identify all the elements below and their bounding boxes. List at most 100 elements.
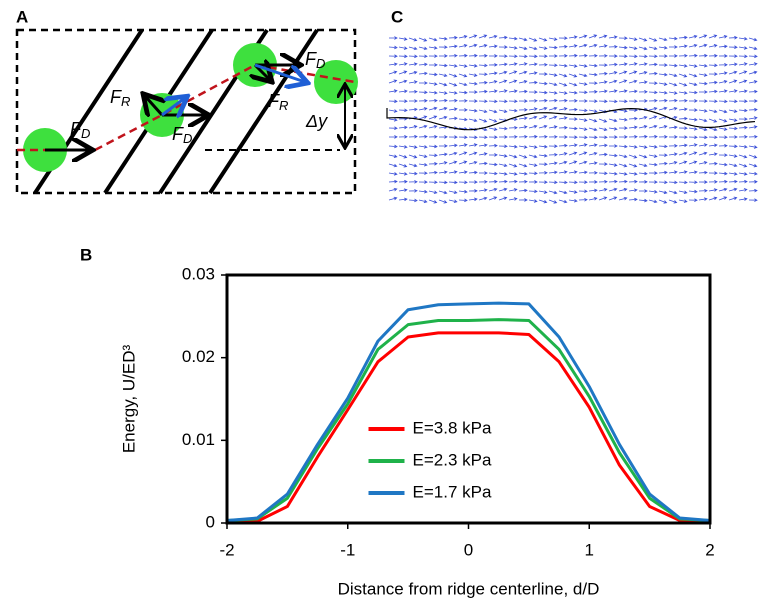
vector-arrow [738, 135, 748, 139]
panel-label: A [16, 7, 28, 26]
vector-arrow [388, 62, 398, 67]
vector-arrow [668, 161, 678, 165]
vector-arrow [578, 143, 588, 147]
vector-arrow [578, 53, 588, 58]
vector-arrow [538, 171, 548, 175]
vector-arrow [718, 71, 728, 75]
vector-arrow [518, 62, 528, 66]
vector-arrow [578, 82, 588, 86]
vector-arrow [598, 54, 608, 58]
vector-arrow [518, 134, 528, 139]
vector-arrow [628, 99, 638, 103]
vector-arrow [438, 82, 448, 87]
vector-arrow [568, 170, 578, 174]
vector-arrow [388, 135, 398, 139]
vector-arrow [498, 79, 508, 84]
vector-arrow [518, 46, 528, 51]
vector-arrow [448, 98, 458, 103]
vector-arrow [578, 127, 588, 131]
vector-arrow [448, 143, 458, 148]
vector-arrow [588, 89, 598, 94]
vector-arrow [418, 107, 428, 111]
vector-arrow [658, 135, 668, 139]
vector-arrow [668, 199, 678, 204]
vector-arrow [658, 90, 668, 95]
vector-arrow [448, 116, 458, 121]
vector-arrow [638, 115, 648, 120]
vector-arrow [428, 124, 438, 129]
vector-arrow [548, 54, 558, 58]
vector-arrow [498, 89, 508, 93]
vector-arrow [688, 135, 698, 140]
vector-arrow [478, 143, 488, 147]
vector-arrow [598, 188, 608, 192]
vector-arrow [598, 152, 608, 157]
vector-arrow [488, 63, 498, 67]
vector-arrow [498, 135, 508, 139]
vector-arrow [438, 115, 448, 120]
vector-arrow [658, 125, 668, 129]
vector-arrow [498, 99, 508, 104]
vector-arrow [688, 180, 698, 185]
vector-arrow [388, 187, 398, 192]
plot-frame [225, 273, 712, 525]
vector-arrow [708, 80, 718, 85]
vector-arrow [418, 81, 428, 85]
vector-arrow [708, 72, 718, 76]
vector-arrow [508, 46, 518, 50]
vector-arrow [578, 64, 588, 68]
series-line [226, 331, 711, 525]
vector-arrow [518, 108, 528, 112]
vector-arrow [628, 79, 638, 84]
vector-arrow [558, 73, 568, 78]
vector-arrow [568, 73, 578, 78]
vector-arrow [528, 171, 538, 176]
vector-arrow [628, 116, 638, 121]
vector-arrow [698, 170, 708, 175]
vector-arrow [458, 64, 468, 68]
vector-arrow [498, 144, 508, 149]
vector-arrow [508, 99, 518, 104]
vector-arrow [688, 64, 698, 68]
vector-arrow [458, 151, 468, 156]
vector-arrow [468, 53, 478, 58]
vector-arrow [718, 63, 728, 67]
vector-arrow [418, 46, 428, 51]
vector-arrow [738, 62, 748, 66]
vector-arrow [558, 116, 568, 120]
vector-arrow [628, 70, 638, 75]
vector-arrow [548, 190, 558, 195]
vector-arrow [738, 144, 748, 149]
vector-arrow [538, 115, 548, 120]
vector-arrow [468, 64, 478, 68]
vector-arrow [478, 72, 488, 77]
vector-arrow [618, 54, 628, 58]
vector-arrow [438, 63, 448, 68]
vector-arrow [468, 43, 478, 48]
vector-arrow [428, 106, 438, 111]
vector-arrow [648, 171, 658, 175]
vector-arrow [648, 154, 658, 158]
vector-arrow [638, 198, 648, 203]
vector-arrow [668, 190, 678, 195]
vector-arrow [548, 63, 558, 68]
vector-arrow [388, 154, 398, 159]
vector-arrow [568, 82, 578, 87]
vector-arrow [388, 179, 398, 184]
vector-arrow [428, 190, 438, 195]
vector-arrow [528, 107, 538, 111]
vector-arrow [708, 143, 718, 148]
vector-arrow [538, 54, 548, 58]
vector-arrow [578, 135, 588, 140]
vector-arrow [698, 135, 708, 140]
vector-arrow [388, 118, 398, 122]
vector-arrow [588, 143, 598, 147]
vector-arrow [438, 36, 448, 41]
vector-arrow [558, 54, 568, 58]
vector-arrow [528, 124, 538, 129]
vector-arrow [748, 145, 758, 149]
vector-arrow [428, 199, 438, 204]
vector-arrow [508, 144, 518, 149]
vector-arrow [418, 180, 428, 184]
vector-arrow [448, 180, 458, 185]
